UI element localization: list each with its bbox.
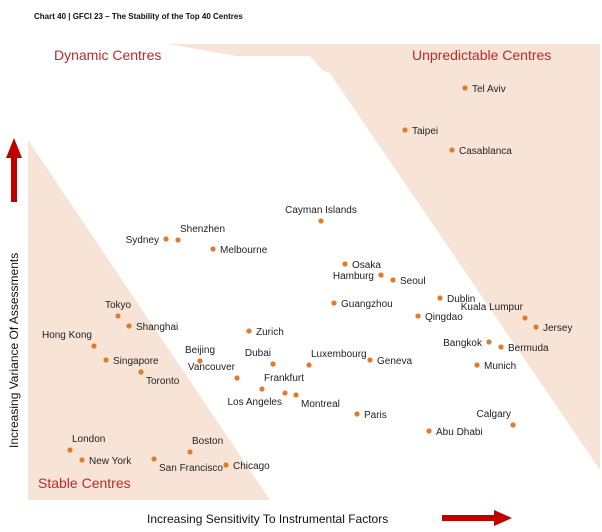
label-singapore: Singapore (113, 356, 159, 367)
label-toronto: Toronto (146, 376, 180, 387)
label-cayman-islands: Cayman Islands (285, 205, 357, 216)
point-luxembourg (306, 362, 312, 368)
point-tel-aviv (462, 85, 468, 91)
label-beijing: Beijing (185, 345, 215, 356)
label-tel-aviv: Tel Aviv (472, 84, 506, 95)
label-jersey: Jersey (543, 323, 572, 334)
label-kuala-lumpur: Kuala Lumpur (461, 302, 524, 313)
point-munich (474, 362, 480, 368)
label-los-angeles: Los Angeles (228, 397, 283, 408)
label-luxembourg: Luxembourg (311, 349, 367, 360)
label-guangzhou: Guangzhou (341, 299, 393, 310)
point-melbourne (210, 246, 216, 252)
point-dublin (437, 295, 443, 301)
point-toronto (138, 369, 144, 375)
point-new-york (79, 457, 85, 463)
label-qingdao: Qingdao (425, 312, 463, 323)
label-zurich: Zurich (256, 327, 284, 338)
point-hong-kong (91, 343, 97, 349)
point-montreal (293, 392, 299, 398)
point-chicago (223, 462, 229, 468)
label-bangkok: Bangkok (443, 338, 483, 349)
label-abu-dhabi: Abu Dhabi (436, 427, 483, 438)
point-shenzhen (175, 237, 181, 243)
point-seoul (390, 277, 396, 283)
label-san-francisco: San Francisco (159, 463, 223, 474)
point-kuala-lumpur (522, 315, 528, 321)
point-shanghai (126, 323, 132, 329)
point-paris (354, 411, 360, 417)
zone-label-stable: Stable Centres (38, 475, 131, 491)
label-shenzhen: Shenzhen (180, 224, 225, 235)
point-frankfurt (259, 386, 265, 392)
label-osaka: Osaka (352, 260, 381, 271)
point-bermuda (498, 344, 504, 350)
point-beijing (197, 358, 203, 364)
label-frankfurt: Frankfurt (264, 373, 304, 384)
label-vancouver: Vancouver (188, 362, 236, 373)
point-jersey (533, 324, 539, 330)
label-sydney: Sydney (126, 235, 159, 246)
point-casablanca (449, 147, 455, 153)
point-dubai (270, 361, 276, 367)
point-taipei (402, 127, 408, 133)
point-vancouver (234, 375, 240, 381)
label-calgary: Calgary (477, 409, 511, 420)
point-san-francisco (151, 456, 157, 462)
label-casablanca: Casablanca (459, 146, 512, 157)
chart-title: Chart 40 | GFCI 23 – The Stability of th… (34, 12, 243, 21)
label-paris: Paris (364, 410, 387, 421)
label-munich: Munich (484, 361, 516, 372)
band-unpredictable-right (310, 44, 600, 470)
point-tokyo (115, 313, 121, 319)
point-los-angeles (282, 390, 288, 396)
point-guangzhou (331, 300, 337, 306)
label-montreal: Montreal (301, 399, 340, 410)
point-singapore (103, 357, 109, 363)
label-bermuda: Bermuda (508, 343, 549, 354)
point-zurich (246, 328, 252, 334)
data-points: Tel Aviv Taipei Casablanca Cayman Islands Sy… (42, 84, 573, 474)
point-geneva (367, 357, 373, 363)
x-axis-arrow (442, 510, 512, 526)
point-abu-dhabi (426, 428, 432, 434)
label-new-york: New York (89, 456, 132, 467)
point-qingdao (415, 313, 421, 319)
point-calgary (510, 422, 516, 428)
y-axis-arrow (6, 138, 22, 202)
label-hamburg: Hamburg (333, 271, 374, 282)
point-london (67, 447, 73, 453)
point-hamburg (378, 272, 384, 278)
label-dublin: Dublin (447, 294, 475, 305)
label-london: London (72, 434, 105, 445)
label-geneva: Geneva (377, 356, 412, 367)
zone-label-dynamic: Dynamic Centres (54, 47, 161, 63)
y-axis-title: Increasing Variance Of Assessments (7, 253, 21, 448)
label-boston: Boston (192, 436, 223, 447)
label-shanghai: Shanghai (136, 322, 178, 333)
point-bangkok (486, 339, 492, 345)
label-seoul: Seoul (400, 276, 426, 287)
x-axis-title: Increasing Sensitivity To Instrumental F… (147, 512, 388, 526)
zone-label-unpredictable: Unpredictable Centres (412, 47, 551, 63)
label-taipei: Taipei (412, 126, 438, 137)
label-dubai: Dubai (245, 348, 271, 359)
band-stable-bottom-left (28, 140, 270, 500)
point-osaka (342, 261, 348, 267)
label-hong-kong: Hong Kong (42, 330, 92, 341)
label-melbourne: Melbourne (220, 245, 268, 256)
label-tokyo: Tokyo (105, 300, 132, 311)
label-chicago: Chicago (233, 461, 270, 472)
point-sydney (163, 236, 169, 242)
point-cayman-islands (318, 218, 324, 224)
point-boston (187, 449, 193, 455)
